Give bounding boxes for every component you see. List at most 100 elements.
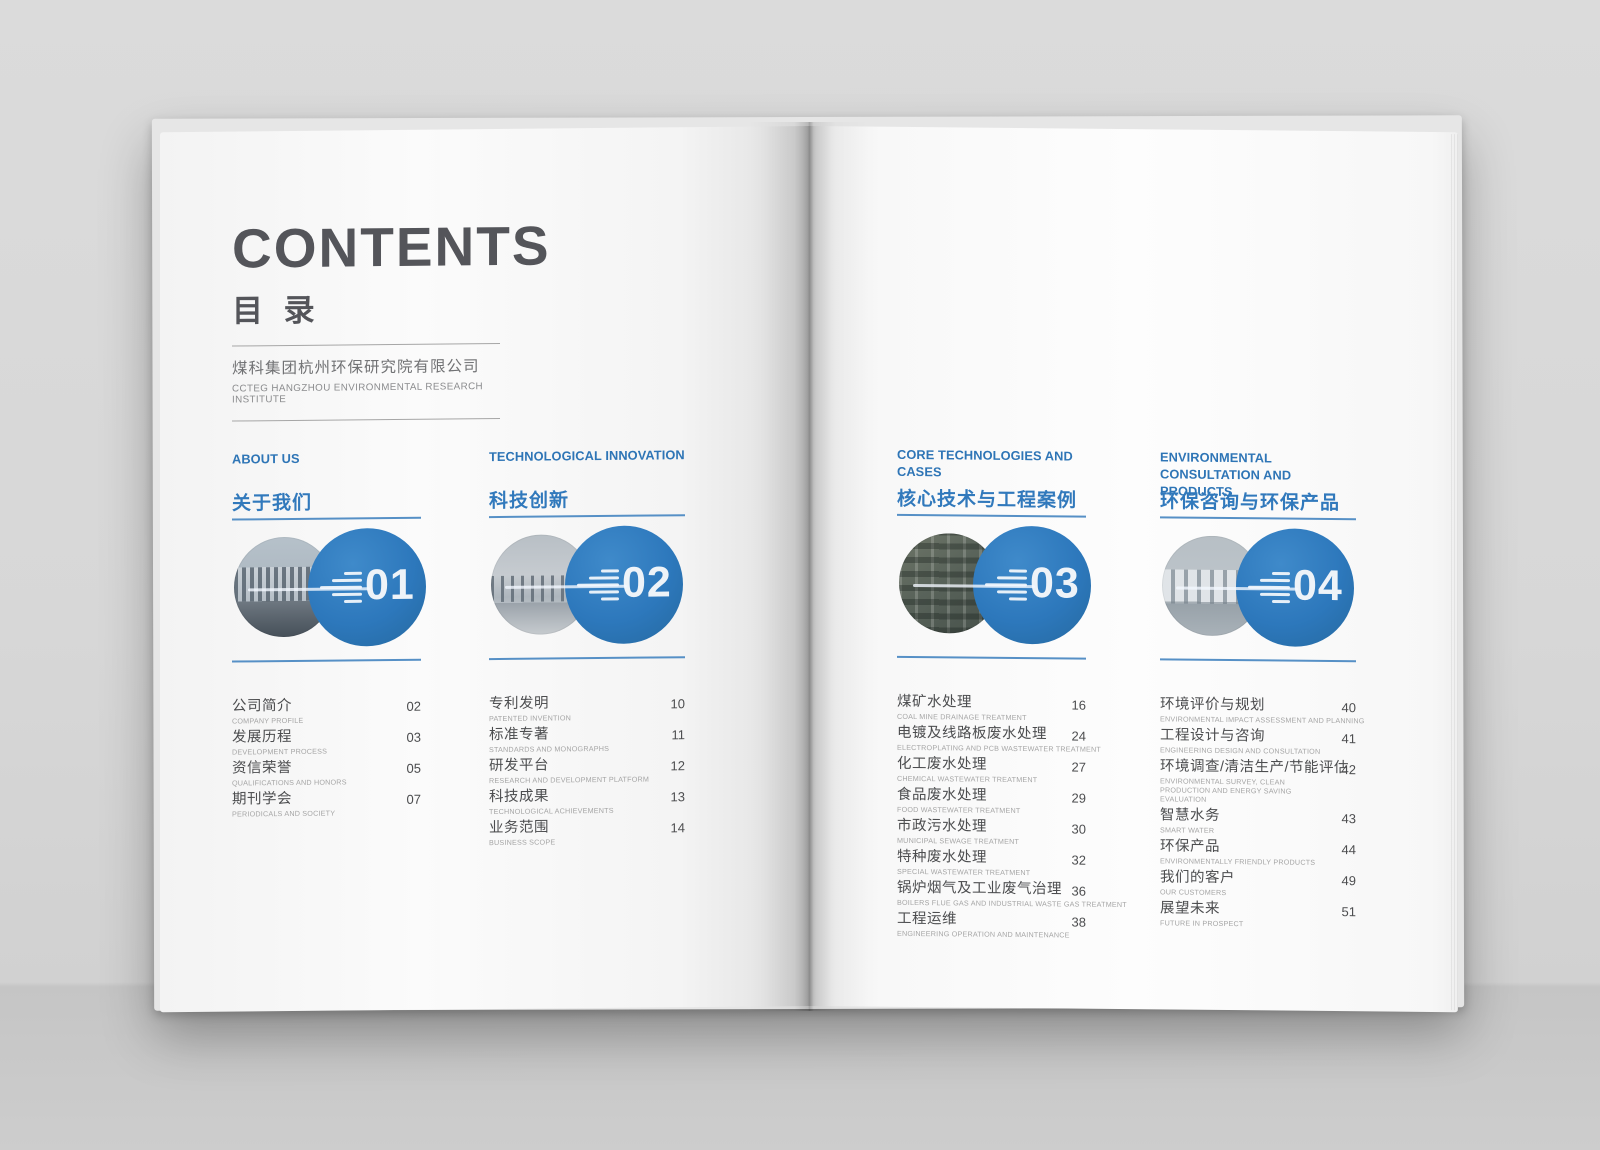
section-graphic: 01 [232,524,426,658]
toc-item-subtitle-en: TECHNOLOGICAL ACHIEVEMENTS [489,805,614,817]
section-number: 02 [622,558,672,607]
toc-item-page-number: 29 [1071,790,1086,806]
toc-item-page-number: 10 [670,696,685,712]
toc-item: 研发平台 RESEARCH AND DEVELOPMENT PLATFORM 1… [489,757,685,785]
toc-item-page-number: 14 [670,820,685,836]
toc-item-page-number: 44 [1341,842,1356,858]
toc-list: 公司简介 COMPANY PROFILE 02 发展历程 DEVELOPMENT… [232,698,421,824]
toc-item: 标准专著 STANDARDS AND MONOGRAPHS 11 [489,726,685,754]
toc-item-subtitle-en: DEVELOPMENT PROCESS [232,746,328,757]
toc-item: 市政污水处理 MUNICIPAL SEWAGE TREATMENT 30 [897,817,1086,847]
divider [489,514,685,518]
toc-item-title-zh: 展望未来 [1160,900,1220,917]
toc-item: 食品废水处理 FOOD WASTEWATER TREATMENT 29 [897,787,1086,816]
toc-item-title-zh: 环境调查/清洁生产/节能评估 [1160,758,1350,777]
toc-item-subtitle-en: ENGINEERING DESIGN AND CONSULTATION [1160,745,1321,756]
toc-item-page-number: 24 [1071,728,1086,744]
toc-item-page-number: 43 [1341,811,1356,827]
toc-item-page-number: 32 [1071,852,1086,868]
toc-item: 电镀及线路板废水处理 ELECTROPLATING AND PCB WASTEW… [897,724,1102,754]
toc-item-title-zh: 工程设计与咨询 [1160,727,1265,745]
section-number: 01 [365,560,415,610]
toc-item-title-zh: 智慧水务 [1160,807,1220,824]
toc-item-page-number: 41 [1341,731,1356,747]
section-title-en: CORE TECHNOLOGIES AND CASES [897,446,1073,480]
divider [232,516,421,521]
sections-row-left: ABOUT US 关于我们 01 公司简介 [232,447,685,1011]
toc-item: 环境调查/清洁生产/节能评估 ENVIRONMENTAL SURVEY, CLE… [1160,758,1356,805]
toc-item-title-zh: 标准专著 [489,726,549,744]
toc-item: 业务范围 BUSINESS SCOPE 14 [489,819,685,847]
toc-item-page-number: 05 [406,760,421,776]
toc-item: 特种废水处理 SPECIAL WASTEWATER TREATMENT 32 [897,849,1086,878]
toc-item-subtitle-en: ENGINEERING OPERATION AND MAINTENANCE [897,928,1070,940]
toc-item: 锅炉烟气及工业废气治理 BOILERS FLUE GAS AND INDUSTR… [897,879,1127,910]
toc-item-subtitle-en: CHEMICAL WASTEWATER TREATMENT [897,773,1038,785]
toc-item-subtitle-en: PATENTED INVENTION [489,713,572,724]
toc-item-title-zh: 锅炉烟气及工业废气治理 [897,879,1062,898]
toc-item-subtitle-en: FOOD WASTEWATER TREATMENT [897,804,1021,816]
toc-item-subtitle-en: SMART WATER [1160,825,1215,835]
toc-item-page-number: 11 [671,727,686,743]
toc-item-title-zh: 工程运维 [897,910,957,928]
section-title-zh: 环保咨询与环保产品 [1160,491,1341,515]
toc-item-page-number: 36 [1071,883,1086,899]
toc-item-page-number: 42 [1341,762,1356,778]
toc-item-subtitle-en: ELECTROPLATING AND PCB WASTEWATER TREATM… [897,742,1102,754]
toc-item-page-number: 49 [1341,873,1356,889]
toc-item-page-number: 27 [1071,759,1086,775]
toc-item-title-zh: 环保产品 [1160,838,1220,855]
divider [897,655,1086,660]
section-graphic: 03 [897,521,1091,655]
toc-item-title-zh: 环境评价与规划 [1160,696,1265,714]
toc-item: 化工废水处理 CHEMICAL WASTEWATER TREATMENT 27 [897,755,1086,785]
company-name-en: CCTEG HANGZHOU ENVIRONMENTAL RESEARCH IN… [232,381,484,406]
toc-item-title-zh: 资信荣誉 [232,759,292,777]
divider [232,658,421,663]
toc-item-page-number: 02 [406,698,421,714]
toc-item-page-number: 03 [406,729,421,745]
toc-item: 公司简介 COMPANY PROFILE 02 [232,698,421,726]
divider [1160,658,1356,662]
page-title-zh: 目 录 [232,292,321,329]
toc-item-subtitle-en: BUSINESS SCOPE [489,837,556,848]
toc-item: 展望未来 FUTURE IN PROSPECT 51 [1160,900,1356,929]
section-column-technological-innovation: TECHNOLOGICAL INNOVATION 科技创新 02 [489,447,685,1009]
toc-item-subtitle-en: COAL MINE DRAINAGE TREATMENT [897,711,1027,723]
section-column-about-us: ABOUT US 关于我们 01 公司简介 [232,450,426,1012]
toc-item-subtitle-en: QUALIFICATIONS AND HONORS [232,777,347,788]
toc-item: 发展历程 DEVELOPMENT PROCESS 03 [232,729,421,757]
toc-item-title-zh: 我们的客户 [1160,869,1235,887]
toc-list: 专利发明 PATENTED INVENTION 10 标准专著 STANDARD… [489,695,685,852]
page-title: CONTENTS [232,214,551,280]
toc-item-title-zh: 市政污水处理 [897,817,987,835]
toc-item: 工程设计与咨询 ENGINEERING DESIGN AND CONSULTAT… [1160,727,1356,756]
toc-item-page-number: 51 [1341,904,1356,920]
contents-header: CONTENTS 目 录 煤科集团杭州环保研究院有限公司 CCTEG HANGZ… [232,214,551,422]
toc-item-subtitle-en: FUTURE IN PROSPECT [1160,918,1244,929]
toc-item-subtitle-en: PERIODICALS AND SOCIETY [232,808,336,819]
toc-item: 科技成果 TECHNOLOGICAL ACHIEVEMENTS 13 [489,788,685,816]
toc-item-subtitle-en: BOILERS FLUE GAS AND INDUSTRIAL WASTE GA… [897,897,1127,910]
toc-item-title-zh: 电镀及线路板废水处理 [897,724,1047,743]
divider [897,513,1086,518]
toc-item: 工程运维 ENGINEERING OPERATION AND MAINTENAN… [897,910,1086,940]
section-number: 04 [1293,561,1343,611]
divider [489,656,685,660]
toc-item: 专利发明 PATENTED INVENTION 10 [489,695,685,723]
toc-item-page-number: 40 [1341,700,1356,716]
section-graphic: 04 [1160,523,1356,657]
toc-item-title-zh: 化工废水处理 [897,755,987,773]
company-name-zh: 煤科集团杭州环保研究院有限公司 [232,358,480,378]
toc-item: 资信荣誉 QUALIFICATIONS AND HONORS 05 [232,760,421,788]
divider [1160,516,1356,520]
toc-item-subtitle-en: RESEARCH AND DEVELOPMENT PLATFORM [489,774,650,786]
section-title-en: TECHNOLOGICAL INNOVATION [489,447,685,465]
section-column-core-technologies: CORE TECHNOLOGIES AND CASES 核心技术与工程案例 03 [897,447,1127,1009]
open-book: CONTENTS 目 录 煤科集团杭州环保研究院有限公司 CCTEG HANGZ… [151,115,1465,1013]
toc-item-page-number: 38 [1071,914,1086,930]
section-column-environmental-consultation: ENVIRONMENTAL CONSULTATION AND PRODUCTS … [1160,449,1365,1011]
toc-item-page-number: 12 [670,758,685,774]
toc-item: 煤矿水处理 COAL MINE DRAINAGE TREATMENT 16 [897,694,1086,723]
divider [232,342,500,347]
